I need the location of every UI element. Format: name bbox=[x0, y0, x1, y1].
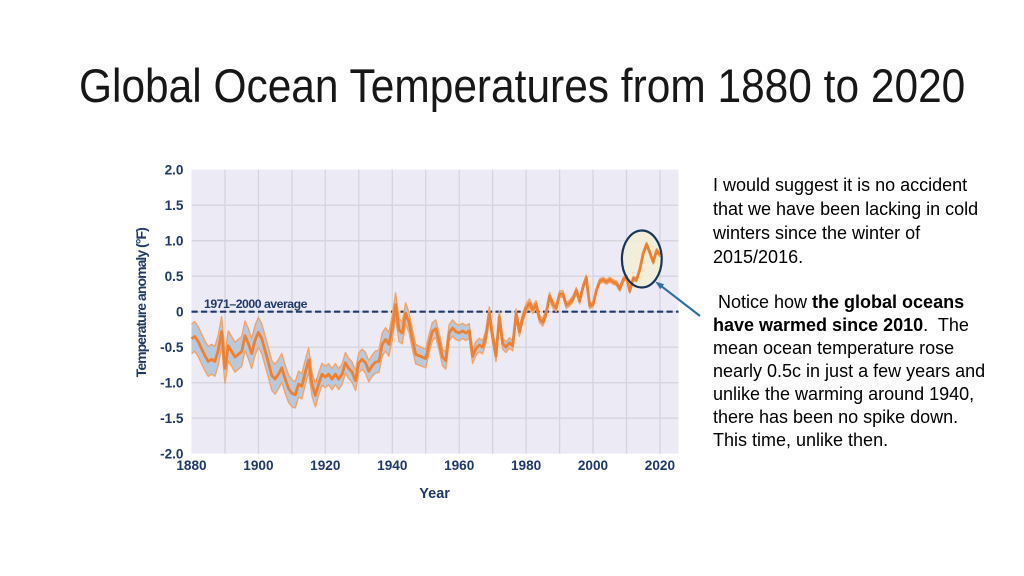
svg-text:1980: 1980 bbox=[511, 458, 541, 473]
svg-text:-1.0: -1.0 bbox=[160, 376, 183, 391]
svg-text:2020: 2020 bbox=[645, 458, 675, 473]
svg-text:Year: Year bbox=[419, 486, 450, 502]
svg-text:-1.5: -1.5 bbox=[160, 411, 184, 426]
svg-text:1900: 1900 bbox=[243, 458, 273, 473]
svg-text:-0.5: -0.5 bbox=[160, 340, 184, 355]
svg-text:0: 0 bbox=[176, 305, 184, 320]
svg-text:1940: 1940 bbox=[377, 458, 407, 473]
svg-text:2000: 2000 bbox=[578, 458, 608, 473]
svg-text:1960: 1960 bbox=[444, 458, 474, 473]
svg-text:1920: 1920 bbox=[310, 458, 340, 473]
svg-text:1971–2000 average: 1971–2000 average bbox=[204, 297, 308, 311]
svg-text:1880: 1880 bbox=[176, 458, 206, 473]
svg-text:Temperature anomaly (°F): Temperature anomaly (°F) bbox=[133, 228, 149, 377]
svg-text:1.5: 1.5 bbox=[165, 198, 184, 213]
svg-text:0.5: 0.5 bbox=[165, 269, 184, 284]
svg-text:2.0: 2.0 bbox=[165, 163, 184, 178]
svg-text:-2.0: -2.0 bbox=[160, 447, 183, 462]
svg-text:1.0: 1.0 bbox=[165, 234, 184, 249]
